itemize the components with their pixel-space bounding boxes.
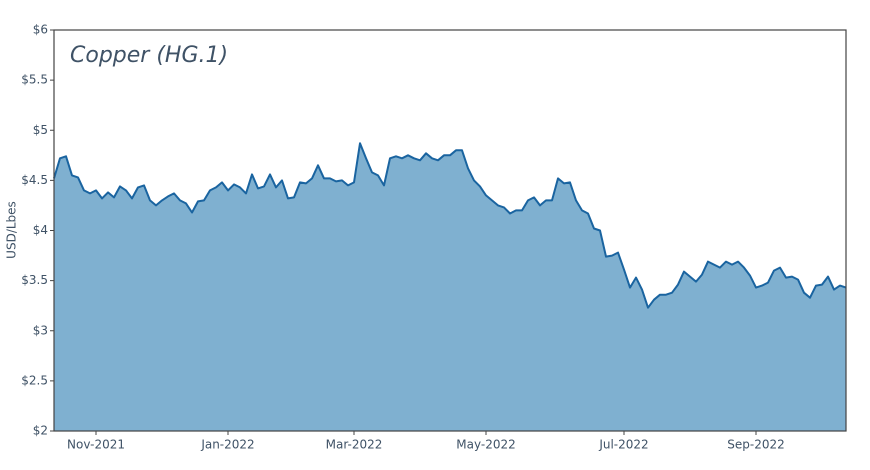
x-tick-label: May-2022	[456, 438, 515, 452]
x-tick-label: Sep-2022	[727, 438, 785, 452]
y-tick-label: $2	[33, 424, 48, 438]
y-tick-label: $5.5	[21, 73, 48, 87]
chart-title: Copper (HG.1)	[70, 43, 228, 68]
price-line	[53, 142, 847, 309]
y-tick-label: $5	[33, 123, 48, 137]
x-tick-label: Jan-2022	[200, 438, 254, 452]
area-fill	[54, 143, 846, 432]
x-tick-label: Nov-2021	[67, 438, 125, 452]
y-tick-label: $3	[33, 323, 48, 337]
x-tick-label: Mar-2022	[326, 438, 383, 452]
y-tick-label: $6	[33, 23, 48, 37]
y-tick-label: $4	[33, 223, 48, 237]
y-tick-label: $3.5	[21, 273, 48, 287]
x-tick-label: Jul-2022	[598, 438, 648, 452]
y-tick-label: $4.5	[21, 173, 48, 187]
y-tick-label: $2.5	[21, 373, 48, 387]
y-axis-label: USD/Lbes	[5, 201, 19, 259]
